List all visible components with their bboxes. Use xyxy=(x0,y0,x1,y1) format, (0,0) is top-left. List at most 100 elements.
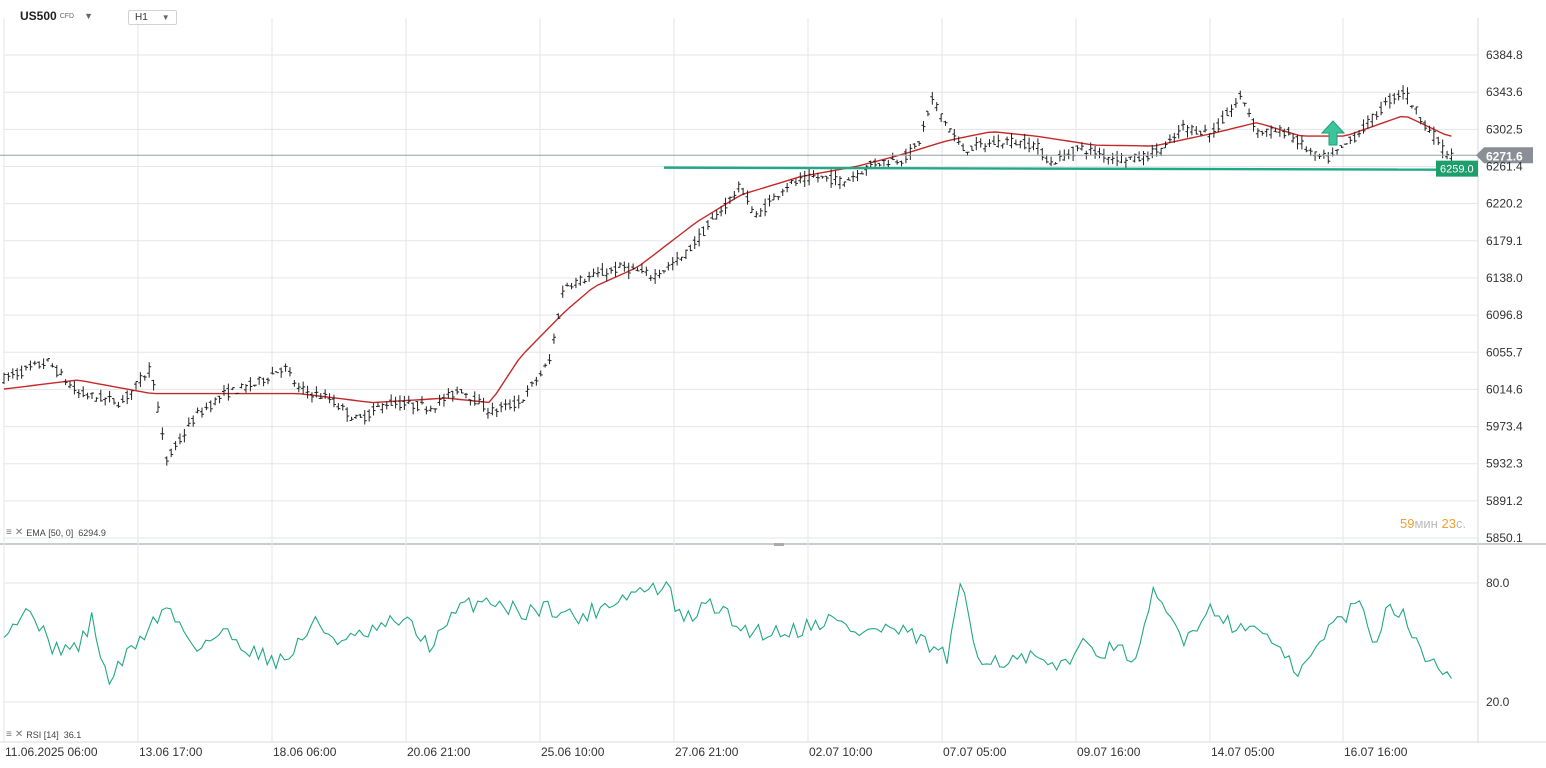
indicator-settings-icon[interactable]: ≡ xyxy=(6,729,12,740)
ohlc-bar xyxy=(952,128,957,142)
ohlc-bar xyxy=(1233,98,1238,108)
close-icon[interactable]: ✕ xyxy=(14,527,24,538)
ohlc-bar xyxy=(591,268,596,277)
ohlc-bar xyxy=(947,128,952,133)
ohlc-bar xyxy=(1040,148,1045,161)
ohlc-bar xyxy=(1145,151,1150,162)
ohlc-bar xyxy=(560,285,565,298)
price-tick-label: 6343.6 xyxy=(1486,85,1523,99)
ohlc-bar xyxy=(261,377,266,387)
ohlc-bar xyxy=(1286,126,1291,136)
ohlc-bar xyxy=(1423,120,1428,131)
ohlc-bar xyxy=(1321,149,1326,159)
ohlc-bar xyxy=(609,267,614,274)
ema-legend[interactable]: ≡ ✕ EMA [50, 0] 6294.9 xyxy=(6,527,106,538)
ohlc-bar xyxy=(1106,156,1111,165)
indicator-settings-icon[interactable]: ≡ xyxy=(6,527,12,538)
ohlc-bar xyxy=(1198,130,1203,136)
symbol-suffix: CFD xyxy=(59,12,75,20)
ohlc-bar xyxy=(265,377,270,385)
ohlc-bar xyxy=(1167,134,1172,143)
ohlc-bar xyxy=(1405,87,1410,105)
ohlc-bar xyxy=(305,385,310,399)
ohlc-bar xyxy=(1343,143,1348,145)
ohlc-bar xyxy=(1299,135,1304,150)
ohlc-bar xyxy=(749,206,754,214)
ohlc-bar xyxy=(723,197,728,215)
ohlc-bar xyxy=(393,396,398,409)
ohlc-bar xyxy=(842,181,847,187)
ohlc-bar xyxy=(793,178,798,186)
ohlc-bar xyxy=(327,393,332,404)
ohlc-bar xyxy=(433,408,438,413)
ohlc-bar xyxy=(72,380,77,395)
price-tick-label: 5850.1 xyxy=(1486,531,1523,545)
ohlc-bar xyxy=(1251,118,1256,132)
ohlc-bar xyxy=(1264,128,1269,137)
ohlc-bar xyxy=(912,143,917,149)
price-tick-label: 6138.0 xyxy=(1486,271,1523,285)
ohlc-bar xyxy=(1079,142,1084,151)
rsi-tick-label: 20.0 xyxy=(1486,695,1510,709)
ohlc-bar xyxy=(50,363,55,368)
ohlc-bar xyxy=(692,236,697,250)
chart-overlays: 6271.6 6259.0 xyxy=(0,120,1533,177)
close-icon[interactable]: ✕ xyxy=(14,729,24,740)
ohlc-bar xyxy=(1273,127,1278,133)
ohlc-bar xyxy=(1387,93,1392,109)
ohlc-bar xyxy=(851,171,856,182)
countdown-minutes-unit: мин xyxy=(1414,516,1438,531)
rsi-line xyxy=(3,580,1452,686)
ohlc-bar xyxy=(1225,107,1230,117)
support-level-tag: 6259.0 xyxy=(1436,160,1478,177)
ohlc-bar xyxy=(279,367,284,378)
ohlc-bar xyxy=(419,396,424,405)
ohlc-bar xyxy=(666,262,671,271)
ohlc-bar xyxy=(512,395,517,412)
symbol-selector[interactable]: US500 CFD ▼ xyxy=(20,9,93,23)
ohlc-bar xyxy=(1075,145,1080,152)
ohlc-bar xyxy=(595,267,600,278)
ohlc-bar xyxy=(424,406,429,415)
ohlc-bar xyxy=(622,261,627,272)
time-tick-label: 02.07 10:00 xyxy=(809,745,873,759)
countdown-seconds: 23 xyxy=(1441,516,1456,531)
rsi-tick-label: 80.0 xyxy=(1486,576,1510,590)
ohlc-bar xyxy=(125,390,130,405)
ohlc-bar xyxy=(939,113,944,122)
ohlc-bar xyxy=(833,170,838,186)
price-axis[interactable]: 6384.8 6343.6 6302.5 6261.4 6220.2 6179.1 6138… xyxy=(1486,48,1523,709)
ohlc-bar xyxy=(538,370,543,377)
ohlc-bar xyxy=(296,382,301,393)
timeframe-selector[interactable]: H1 ▼ xyxy=(128,10,177,25)
time-axis[interactable]: 11.06.2025 06:00 13.06 17:00 18.06 06:00 20… xyxy=(5,745,1408,759)
ohlc-bar xyxy=(697,228,702,247)
ohlc-bar xyxy=(81,386,86,398)
ohlc-bar xyxy=(1260,130,1265,136)
time-tick-label: 20.06 21:00 xyxy=(407,745,471,759)
ohlc-bar xyxy=(1115,150,1120,167)
ohlc-bar xyxy=(1159,147,1164,157)
ohlc-bar xyxy=(917,140,922,146)
ohlc-bar xyxy=(94,397,99,402)
ohlc-bar xyxy=(516,395,521,409)
ohlc-bar xyxy=(314,386,319,398)
ohlc-bar xyxy=(890,152,895,161)
ohlc-bar xyxy=(921,120,926,132)
ohlc-bar xyxy=(1326,152,1331,164)
ohlc-bar xyxy=(996,134,1001,148)
ohlc-bar xyxy=(455,386,460,395)
rsi-legend[interactable]: ≡ ✕ RSI [14] 36.1 xyxy=(6,729,81,740)
ohlc-bar xyxy=(868,160,873,168)
ohlc-bar xyxy=(1352,131,1357,143)
ohlc-bar xyxy=(98,389,103,402)
ohlc-bar xyxy=(846,177,851,181)
ohlc-bar xyxy=(1304,146,1309,153)
ohlc-bar xyxy=(191,415,196,427)
ohlc-bar xyxy=(1247,108,1252,118)
ohlc-bar xyxy=(32,360,37,366)
ohlc-bar xyxy=(494,408,499,418)
price-tick-label: 6302.5 xyxy=(1486,122,1523,136)
ohlc-bar xyxy=(1035,138,1040,155)
